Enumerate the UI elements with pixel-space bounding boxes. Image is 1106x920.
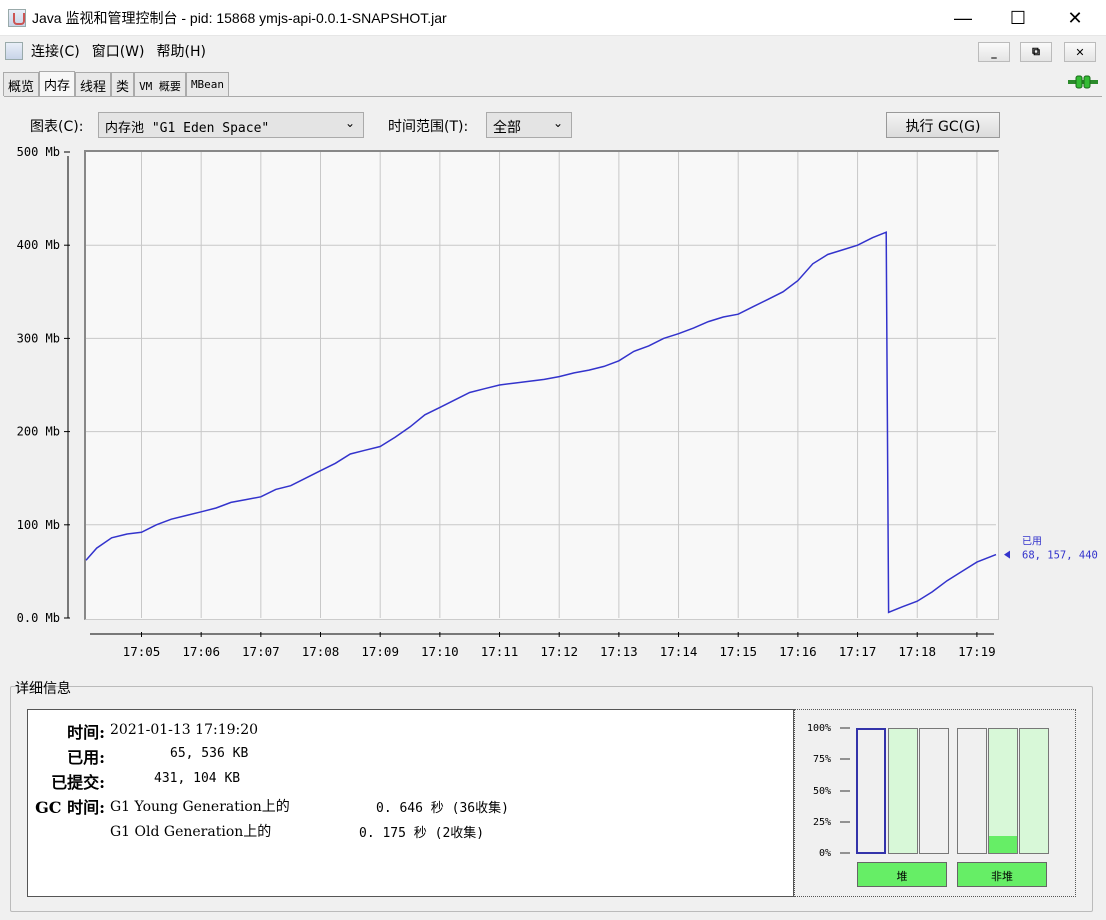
- java-doc-icon[interactable]: [5, 42, 23, 60]
- heap-group-button[interactable]: 堆: [857, 862, 947, 887]
- x-tick-label: 17:18: [898, 644, 936, 659]
- inner-restore-icon[interactable]: ⧉: [1020, 42, 1052, 62]
- series-legend-label: 已用: [1022, 537, 1042, 548]
- y-tick-label: 500 Mb: [17, 145, 60, 159]
- y-tick-label: 300 Mb: [17, 331, 60, 345]
- menubar: 连接(C) 窗口(W) 帮助(H): [0, 36, 1106, 66]
- pct-label: 75%: [813, 754, 832, 765]
- details-text-panel: [27, 709, 794, 897]
- java-app-icon: [8, 8, 26, 27]
- x-tick-label: 17:05: [123, 644, 161, 659]
- details-group: [10, 686, 1093, 912]
- memory-chart: 0.0 Mb 100 Mb 200 Mb 300 Mb 400 Mb 500 Mb 17:0…: [17, 145, 1098, 659]
- used-value: 65, 536 KB: [170, 746, 249, 761]
- y-tick-label: 0.0 Mb: [17, 611, 60, 625]
- chart-select-value: 内存池 "G1 Eden Space": [105, 121, 270, 136]
- chart-select[interactable]: 内存池 "G1 Eden Space" ⌄: [98, 112, 364, 138]
- time-range-value: 全部: [493, 120, 521, 136]
- tab-vm-summary[interactable]: VM 概要: [134, 72, 186, 96]
- used-memory-line: [85, 231, 997, 614]
- gc-row-name: G1 Old Generation上的: [110, 824, 272, 840]
- x-tick-label: 17:12: [540, 644, 578, 659]
- committed-value: 431, 104 KB: [154, 771, 241, 786]
- x-tick-label: 17:11: [481, 644, 519, 659]
- x-tick-label: 17:09: [361, 644, 399, 659]
- heap-pool-old-bar[interactable]: [919, 728, 949, 854]
- used-label: 已用:: [67, 748, 105, 767]
- menu-help[interactable]: 帮助(H): [156, 44, 206, 60]
- y-tick-label: 200 Mb: [17, 425, 60, 439]
- gc-row-name: G1 Young Generation上的: [110, 799, 290, 815]
- tab-overview[interactable]: 概览: [3, 72, 40, 96]
- inner-close-icon[interactable]: ✕: [1064, 42, 1096, 62]
- nonheap-pool-bar[interactable]: [988, 728, 1018, 854]
- x-tick-label: 17:17: [839, 644, 877, 659]
- pct-label: 50%: [813, 786, 832, 797]
- window-title: Java 监视和管理控制台 - pid: 15868 ymjs-api-0.0.…: [32, 9, 447, 26]
- maximize-icon[interactable]: ☐: [1009, 7, 1027, 28]
- perform-gc-button[interactable]: 执行 GC(G): [886, 112, 1000, 138]
- close-icon[interactable]: ✕: [1067, 7, 1083, 28]
- pct-label: 100%: [807, 723, 832, 734]
- inner-minimize-icon[interactable]: _: [978, 42, 1010, 62]
- connection-status-icon: [1068, 75, 1098, 89]
- gc-row-time: 0. 175 秒 (2收集): [359, 826, 485, 841]
- current-value-marker: [1004, 550, 1010, 559]
- time-label: 时间:: [67, 723, 105, 742]
- chevron-down-icon: ⌄: [552, 116, 563, 130]
- menu-connection[interactable]: 连接(C): [31, 44, 80, 60]
- tab-memory[interactable]: 内存: [39, 71, 76, 96]
- heap-pool-eden-bar[interactable]: [856, 728, 886, 854]
- chevron-down-icon: ⌄: [344, 116, 355, 130]
- x-tick-label: 17:15: [719, 644, 757, 659]
- chart-select-label: 图表(C):: [30, 119, 84, 135]
- pct-tick-marks: [840, 727, 850, 854]
- time-range-label: 时间范围(T):: [388, 119, 469, 135]
- gc-time-label: GC 时间:: [35, 798, 105, 817]
- x-tick-label: 17:16: [779, 644, 817, 659]
- tab-strip: 概览 内存 线程 类 VM 概要 MBean: [3, 71, 230, 96]
- time-range-select[interactable]: 全部 ⌄: [486, 112, 572, 138]
- window-titlebar: Java 监视和管理控制台 - pid: 15868 ymjs-api-0.0.…: [0, 0, 1106, 36]
- x-tick-label: 17:07: [242, 644, 280, 659]
- pct-label: 0%: [819, 848, 832, 859]
- x-tick-label: 17:19: [958, 644, 996, 659]
- x-tick-label: 17:10: [421, 644, 459, 659]
- y-tick-label: 400 Mb: [17, 238, 60, 252]
- tab-mbeans[interactable]: MBean: [185, 72, 230, 96]
- x-tick-label: 17:08: [302, 644, 340, 659]
- x-tick-label: 17:13: [600, 644, 638, 659]
- time-value: 2021-01-13 17:19:20: [110, 722, 259, 738]
- chart-plot-area: [84, 150, 999, 620]
- nonheap-group-button[interactable]: 非堆: [957, 862, 1047, 887]
- y-tick-label: 100 Mb: [17, 518, 60, 532]
- nonheap-pool-bar[interactable]: [957, 728, 987, 854]
- details-title: 详细信息: [15, 681, 71, 697]
- tab-threads[interactable]: 线程: [75, 72, 112, 96]
- heap-pool-survivor-bar[interactable]: [888, 728, 918, 854]
- x-tick-label: 17:14: [660, 644, 698, 659]
- nonheap-pool-bar[interactable]: [1019, 728, 1049, 854]
- minimize-icon[interactable]: —: [954, 7, 972, 28]
- committed-label: 已提交:: [51, 773, 105, 792]
- menu-window[interactable]: 窗口(W): [91, 44, 145, 60]
- current-value-label: 68, 157, 440: [1022, 550, 1098, 562]
- gc-row-time: 0. 646 秒 (36收集): [376, 801, 509, 816]
- tab-classes[interactable]: 类: [111, 72, 135, 96]
- x-tick-label: 17:06: [182, 644, 220, 659]
- pct-label: 25%: [813, 817, 832, 828]
